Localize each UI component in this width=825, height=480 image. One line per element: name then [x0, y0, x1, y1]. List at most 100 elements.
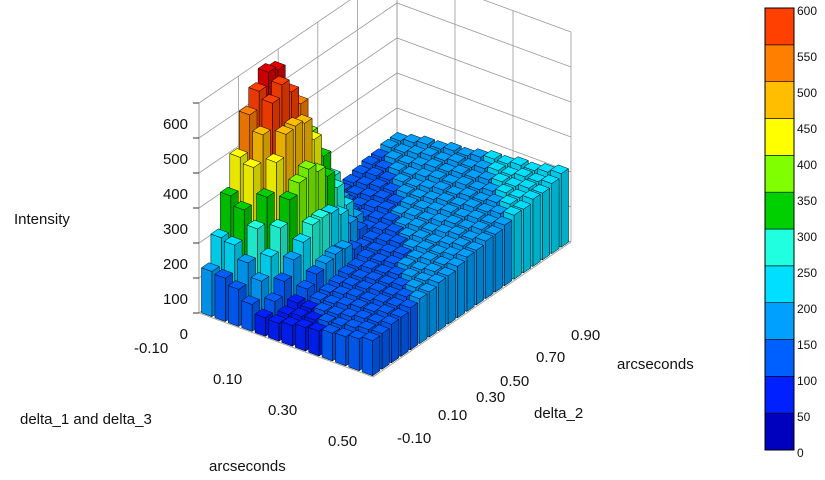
delta-1-axis-unit: arcseconds	[209, 458, 286, 475]
bar-face-top	[517, 179, 537, 189]
bar-face-left	[348, 334, 360, 372]
bar-face-top	[450, 164, 470, 175]
bar-face-top	[351, 164, 371, 175]
bar-face-left	[321, 329, 333, 362]
bar-face-top	[254, 308, 274, 319]
bar-face-top	[499, 195, 518, 205]
colorbar-swatch	[764, 339, 795, 377]
bar-face-top	[368, 282, 388, 292]
bar-face-top	[365, 166, 385, 177]
colorbar-tick-label: 250	[797, 266, 817, 280]
bar-face-right	[391, 318, 400, 364]
bar-face-top	[321, 324, 341, 334]
bar-face-top	[415, 240, 435, 250]
bar-face-top	[357, 320, 377, 330]
bar-face-right	[551, 178, 560, 255]
bar-face-top	[292, 233, 312, 243]
bar-face-left	[294, 323, 306, 352]
bar-face-right	[447, 270, 456, 325]
bar-face-right	[494, 228, 503, 293]
bar-face-top	[427, 273, 447, 284]
delta-2-tick-label: 0.30	[476, 389, 505, 406]
bar-face-top	[242, 158, 262, 168]
grid-line	[372, 241, 572, 378]
bar-face-top	[252, 125, 271, 136]
bar-face-right	[542, 187, 550, 261]
bar-face-left	[201, 267, 213, 318]
bar-face-top	[369, 178, 389, 188]
bar-face-top	[395, 184, 415, 194]
delta-1-tick-label: 0.10	[213, 371, 242, 388]
delta-2-tick-label: 0.70	[536, 349, 565, 366]
bar-face-left	[214, 274, 226, 322]
colorbar-swatch	[764, 191, 795, 230]
z-axis-title: Intensity	[14, 211, 70, 228]
colorbar-swatch	[764, 7, 795, 46]
bar-face-top	[371, 324, 390, 334]
bar-face-top	[437, 266, 456, 277]
bar-face-top	[377, 200, 396, 210]
bar-face-right	[513, 209, 522, 280]
z-tick-label: 500	[163, 151, 188, 168]
colorbar-swatch	[764, 412, 795, 451]
bar-face-top	[350, 196, 370, 207]
bar-face-top	[333, 239, 353, 250]
bar-face-top	[451, 237, 471, 247]
bar-face-left	[281, 321, 293, 347]
bar-face-top	[465, 241, 485, 251]
bar-face-right	[381, 328, 390, 370]
bar-face-top	[400, 267, 420, 278]
z-tick-label: 300	[163, 221, 188, 238]
bar-face-top	[337, 265, 357, 275]
bar-face-top	[315, 254, 334, 264]
bar-face-top	[342, 174, 362, 184]
bar-face-top	[458, 187, 478, 197]
bar-face-top	[261, 94, 281, 104]
bar-face-top	[443, 214, 463, 225]
bar-face-top	[424, 158, 444, 168]
bar-face-top	[297, 160, 317, 170]
bar-face-top	[531, 184, 551, 194]
bar-face-top	[371, 221, 391, 231]
delta-2-tick-label: 0.50	[500, 373, 529, 390]
bar-face-top	[411, 229, 431, 239]
bar-face-top	[416, 135, 436, 145]
z-axis: 0 100 200 300 400 500 600 Intensity	[14, 116, 188, 343]
bar-face-top	[311, 208, 330, 219]
bar-face-top	[384, 223, 404, 233]
bar-face-right	[476, 244, 484, 306]
bar-face-top	[256, 188, 275, 198]
z-tick-label: 600	[163, 116, 188, 133]
bar-face-top	[219, 186, 239, 197]
bar-face-top	[324, 245, 344, 255]
bar-face-top	[214, 269, 234, 279]
bar-face-left	[361, 336, 373, 377]
colorbar-tick-label: 450	[797, 122, 817, 136]
bar-face-top	[227, 280, 247, 290]
bar-face-top	[361, 155, 381, 165]
bar-face-top	[455, 248, 475, 258]
bar-face-top	[346, 185, 366, 195]
bar-face-top	[484, 225, 504, 235]
data-bar	[267, 314, 287, 342]
bar-face-top	[267, 314, 287, 324]
bar-face-top	[359, 187, 379, 197]
bar-face-right	[457, 260, 466, 319]
bar-face-top	[436, 192, 455, 202]
bar-face-top	[423, 262, 443, 273]
bar-face-top	[491, 172, 511, 183]
bar-face-top	[233, 200, 253, 211]
colorbar-tick-label: 150	[797, 338, 817, 352]
bar-face-top	[446, 257, 466, 267]
bar-face-top	[396, 256, 416, 267]
delta-2-axis-unit: arcseconds	[617, 356, 694, 373]
bar-face-top	[246, 219, 266, 230]
bar-face-top	[265, 153, 285, 163]
bar-face-top	[356, 248, 376, 259]
bar-face-top	[288, 173, 308, 184]
bar-face-top	[398, 227, 418, 237]
bar-face-top	[282, 250, 302, 261]
colorbar-tick-label: 550	[797, 50, 817, 64]
delta-2-tick-label: 0.10	[438, 407, 467, 424]
